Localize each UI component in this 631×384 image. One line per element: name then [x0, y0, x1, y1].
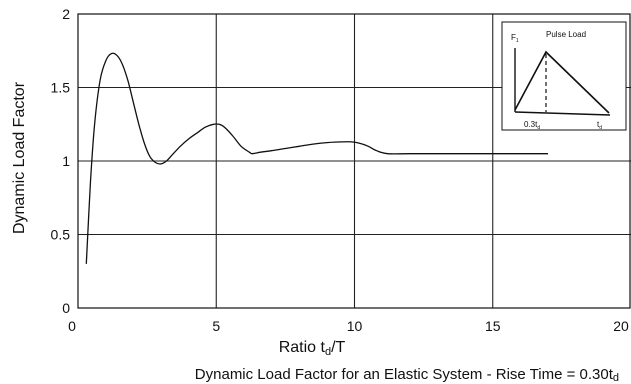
x-axis-label-tail: /T: [331, 339, 345, 356]
tick-labels: 0 5 10 15 20 0 0.5 1 1.5 2: [51, 6, 629, 334]
inset-pulse-triangle: [514, 50, 610, 114]
inset-frame: [501, 21, 627, 131]
x-tick-label: 0: [68, 318, 76, 334]
inset-rise-label-subscript: d: [537, 125, 540, 131]
x-tick-label: 10: [347, 318, 363, 334]
y-tick-label: 0: [62, 300, 70, 316]
y-tick-label: 2: [62, 6, 70, 22]
chart-caption-subscript: d: [613, 372, 619, 384]
x-axis-label-subscript: d: [325, 346, 331, 358]
gridlines: [78, 14, 631, 308]
x-axis-label: Ratio td/T: [279, 339, 346, 358]
pulse-load-inset: Pulse Load F1 0.3td td: [501, 21, 627, 131]
inset-end-label: td: [597, 120, 602, 131]
y-tick-label: 0.5: [51, 227, 71, 243]
x-tick-label: 15: [485, 318, 501, 334]
inset-y-label-main: F: [511, 33, 516, 42]
inset-rise-label-main: 0.3t: [524, 120, 538, 129]
inset-y-label-subscript: 1: [516, 38, 519, 44]
x-tick-label: 5: [212, 318, 220, 334]
plot-frame: [77, 13, 631, 309]
chart-caption-main: Dynamic Load Factor for an Elastic Syste…: [195, 366, 614, 383]
chart-caption: Dynamic Load Factor for an Elastic Syste…: [195, 366, 619, 384]
series-line-dynamic-load-factor: [85, 52, 548, 264]
inset-end-label-subscript: d: [599, 125, 602, 131]
y-tick-label: 1.5: [51, 80, 71, 96]
inset-rise-label: 0.3td: [524, 120, 540, 131]
y-tick-label: 1: [62, 153, 70, 169]
inset-x-axis: [514, 111, 611, 116]
inset-y-label: F1: [511, 33, 519, 44]
inset-title: Pulse Load: [546, 30, 586, 39]
y-axis-label: Dynamic Load Factor: [11, 81, 28, 234]
x-axis-label-main: Ratio t: [279, 339, 326, 356]
inset-end-label-main: t: [597, 120, 600, 129]
x-tick-label: 20: [613, 318, 629, 334]
